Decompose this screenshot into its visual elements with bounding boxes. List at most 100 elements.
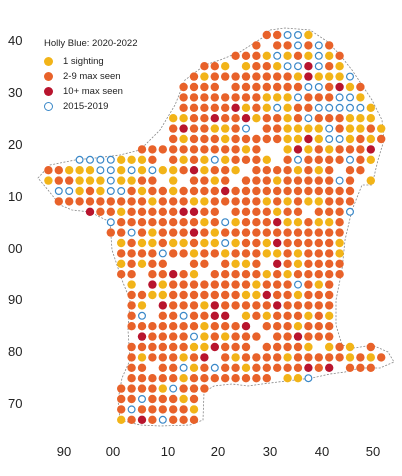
record-dot-open	[304, 82, 313, 91]
record-dot	[127, 176, 136, 185]
record-dot	[314, 155, 323, 164]
record-dot	[325, 93, 334, 102]
record-dot	[75, 186, 84, 196]
record-dot	[356, 353, 365, 362]
record-dot	[262, 51, 271, 60]
record-dot	[314, 186, 323, 196]
record-dot	[377, 134, 386, 144]
x-tick-label: 50	[366, 444, 380, 459]
record-dot	[262, 103, 271, 113]
record-dot	[210, 103, 219, 113]
record-dot	[137, 218, 147, 227]
record-dot	[325, 332, 334, 341]
record-dot-open	[158, 415, 167, 424]
record-dot	[231, 82, 240, 92]
record-dot	[241, 134, 251, 144]
record-dot	[221, 72, 230, 81]
record-dot	[335, 145, 344, 154]
record-dot	[117, 259, 126, 268]
record-dot	[231, 228, 240, 237]
record-dot	[189, 415, 199, 424]
record-dot	[252, 363, 261, 372]
record-dot	[325, 228, 334, 237]
record-dot	[200, 72, 209, 81]
record-dot-open	[273, 51, 282, 60]
record-dot	[127, 301, 136, 310]
record-dot	[137, 415, 147, 424]
record-dot	[200, 374, 209, 383]
record-dot	[54, 166, 63, 175]
record-dot	[304, 238, 313, 248]
record-dot	[189, 301, 199, 310]
record-dot	[304, 280, 313, 289]
record-dot	[283, 72, 292, 81]
record-dot	[158, 405, 167, 414]
record-dot	[189, 384, 199, 393]
record-dot	[148, 394, 157, 404]
record-dot	[54, 176, 63, 185]
record-dot	[137, 197, 147, 206]
record-dot	[200, 332, 209, 341]
record-dot	[356, 363, 365, 372]
record-dot	[200, 207, 209, 216]
record-dot	[241, 353, 251, 362]
record-dot	[117, 270, 126, 279]
x-axis-ticks: 90 00 10 20 30 40 50	[57, 444, 380, 459]
record-dot	[314, 207, 323, 216]
record-dot	[366, 114, 375, 123]
record-dot	[262, 134, 271, 144]
record-dot	[85, 207, 95, 216]
record-dot	[169, 145, 178, 154]
record-dot	[262, 176, 271, 185]
record-dot	[221, 228, 230, 237]
record-dot	[283, 176, 292, 185]
record-dot	[366, 176, 375, 185]
record-dot	[189, 280, 199, 289]
record-dot	[366, 124, 375, 133]
record-dot	[117, 415, 126, 424]
record-dot	[262, 218, 271, 227]
record-dot	[252, 353, 261, 362]
record-dot	[262, 207, 271, 216]
record-dot	[179, 114, 188, 123]
record-dot	[158, 145, 167, 154]
record-dot	[127, 353, 136, 362]
record-dot	[158, 197, 167, 206]
record-dot	[158, 301, 167, 310]
record-dot-open	[314, 103, 323, 112]
record-dot	[210, 93, 219, 102]
record-dot	[179, 332, 188, 341]
record-dot	[210, 124, 219, 133]
record-dot	[189, 311, 199, 320]
record-dot	[200, 301, 209, 310]
record-dot	[293, 186, 303, 196]
y-tick-label: 10	[8, 189, 22, 204]
record-dot	[231, 270, 240, 279]
record-dot-open	[106, 176, 115, 185]
record-dot	[169, 301, 178, 310]
record-dot	[325, 82, 334, 92]
record-dot	[137, 290, 147, 300]
record-dot	[200, 61, 209, 71]
record-dot	[252, 103, 261, 113]
record-dot	[127, 249, 136, 258]
record-dot-open	[325, 124, 334, 133]
record-dot	[169, 124, 178, 133]
record-dot-open	[356, 103, 365, 112]
record-dot	[75, 176, 84, 185]
record-dot	[273, 30, 282, 40]
record-dot	[231, 342, 240, 352]
record-dot	[231, 197, 240, 206]
record-dot	[231, 186, 240, 196]
record-dot	[137, 145, 147, 154]
record-dot	[241, 311, 251, 320]
record-dot	[335, 270, 344, 279]
record-dot	[200, 249, 209, 258]
record-dot	[169, 186, 178, 196]
record-dot	[210, 134, 219, 144]
record-dot	[169, 394, 178, 404]
record-dot	[148, 228, 157, 237]
record-dot	[44, 166, 53, 175]
record-dot	[314, 228, 323, 237]
record-dot	[200, 155, 209, 164]
